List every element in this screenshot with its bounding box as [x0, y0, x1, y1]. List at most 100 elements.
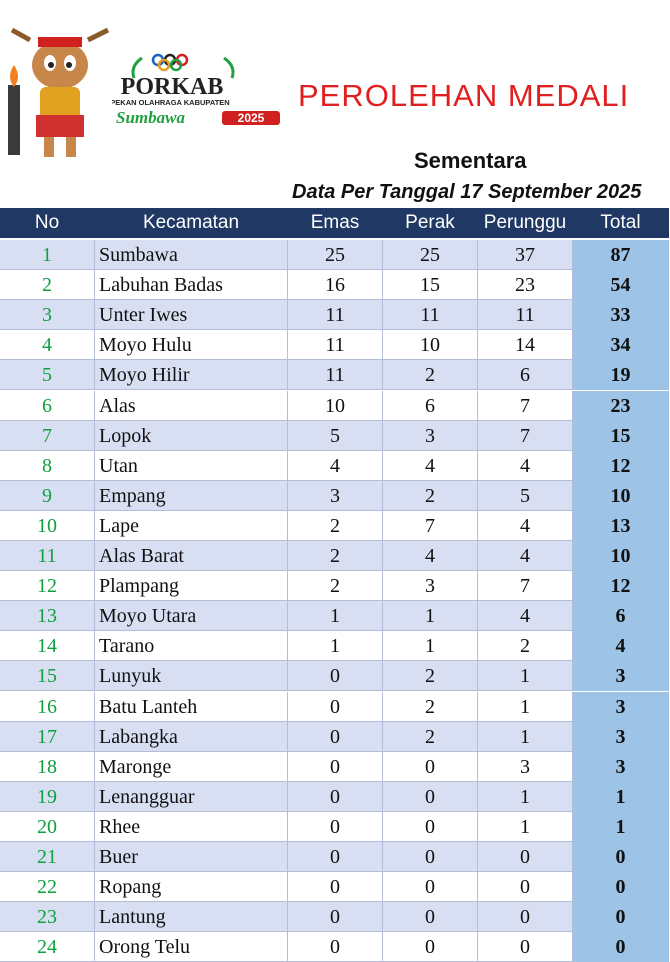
silver: 15	[383, 270, 478, 301]
bronze: 5	[478, 480, 573, 511]
silver: 2	[383, 661, 478, 692]
table-row: 15 Lunyuk 0 2 1 3	[0, 661, 669, 692]
district: Tarano	[95, 631, 288, 662]
silver: 0	[383, 842, 478, 872]
gold: 11	[288, 330, 383, 361]
total: 1	[573, 811, 669, 842]
row-number: 10	[0, 510, 95, 541]
table-row: 5 Moyo Hilir 11 2 6 19	[0, 360, 669, 391]
gold: 11	[288, 300, 383, 331]
bronze: 1	[478, 661, 573, 692]
gold: 2	[288, 541, 383, 571]
mascot	[8, 27, 110, 157]
bronze: 4	[478, 601, 573, 632]
total: 33	[573, 300, 669, 331]
gold: 0	[288, 721, 383, 752]
bronze: 37	[478, 240, 573, 270]
district: Labuhan Badas	[95, 270, 288, 301]
table-row: 6 Alas 10 6 7 23	[0, 390, 669, 421]
table-row: 21 Buer 0 0 0 0	[0, 842, 669, 872]
bronze: 1	[478, 811, 573, 842]
silver: 3	[383, 571, 478, 602]
column-header: Emas	[288, 208, 383, 238]
total: 0	[573, 872, 669, 903]
title: PEROLEHAN MEDALI	[298, 78, 630, 113]
total: 15	[573, 420, 669, 451]
bronze: 7	[478, 420, 573, 451]
silver: 10	[383, 330, 478, 361]
silver: 7	[383, 510, 478, 541]
table-row: 2 Labuhan Badas 16 15 23 54	[0, 270, 669, 301]
table-row: 19 Lenangguar 0 0 1 1	[0, 781, 669, 812]
district: Alas Barat	[95, 541, 288, 571]
row-number: 4	[0, 330, 95, 361]
district: Plampang	[95, 571, 288, 602]
gold: 0	[288, 691, 383, 722]
bronze: 0	[478, 932, 573, 962]
table-row: 1 Sumbawa 25 25 37 87	[0, 240, 669, 270]
district: Lenangguar	[95, 781, 288, 812]
district: Lopok	[95, 420, 288, 451]
row-number: 19	[0, 781, 95, 812]
table-row: 20 Rhee 0 0 1 1	[0, 811, 669, 842]
district: Lunyuk	[95, 661, 288, 692]
bronze: 6	[478, 360, 573, 391]
total: 0	[573, 932, 669, 962]
total: 12	[573, 450, 669, 481]
row-number: 2	[0, 270, 95, 301]
gold: 4	[288, 450, 383, 481]
silver: 2	[383, 480, 478, 511]
table-row: 8 Utan 4 4 4 12	[0, 450, 669, 481]
bronze: 4	[478, 450, 573, 481]
row-number: 21	[0, 842, 95, 872]
gold: 0	[288, 842, 383, 872]
district: Rhee	[95, 811, 288, 842]
total: 13	[573, 510, 669, 541]
date: Data Per Tanggal 17 September 2025	[292, 181, 642, 203]
gold: 0	[288, 902, 383, 933]
table-row: 12 Plampang 2 3 7 12	[0, 571, 669, 602]
silver: 11	[383, 300, 478, 331]
silver: 2	[383, 691, 478, 722]
table-row: 23 Lantung 0 0 0 0	[0, 902, 669, 933]
column-header: No	[0, 208, 95, 238]
silver: 0	[383, 811, 478, 842]
row-number: 6	[0, 390, 95, 421]
logo: PORKAB PEKAN OLAHRAGA KABUPATEN Sumbawa …	[112, 53, 280, 127]
district: Alas	[95, 390, 288, 421]
gold: 5	[288, 420, 383, 451]
silver: 25	[383, 240, 478, 270]
gold: 25	[288, 240, 383, 270]
total: 6	[573, 601, 669, 632]
row-number: 15	[0, 661, 95, 692]
table-row: 9 Empang 3 2 5 10	[0, 480, 669, 511]
bronze: 3	[478, 751, 573, 782]
bronze: 14	[478, 330, 573, 361]
bronze: 1	[478, 691, 573, 722]
column-header: Kecamatan	[95, 208, 288, 238]
district: Moyo Hulu	[95, 330, 288, 361]
silver: 6	[383, 390, 478, 421]
row-number: 14	[0, 631, 95, 662]
bronze: 4	[478, 510, 573, 541]
subtitle: Sementara	[414, 148, 527, 173]
district: Labangka	[95, 721, 288, 752]
total: 3	[573, 691, 669, 722]
silver: 4	[383, 541, 478, 571]
silver: 0	[383, 932, 478, 962]
total: 10	[573, 480, 669, 511]
row-number: 16	[0, 691, 95, 722]
silver: 2	[383, 360, 478, 391]
silver: 0	[383, 781, 478, 812]
gold: 0	[288, 932, 383, 962]
total: 34	[573, 330, 669, 361]
table-row: 24 Orong Telu 0 0 0 0	[0, 932, 669, 962]
table-row: 10 Lape 2 7 4 13	[0, 510, 669, 541]
bronze: 1	[478, 781, 573, 812]
row-number: 23	[0, 902, 95, 933]
district: Sumbawa	[95, 240, 288, 270]
row-number: 22	[0, 872, 95, 903]
gold: 0	[288, 781, 383, 812]
total: 23	[573, 390, 669, 421]
row-number: 11	[0, 541, 95, 571]
